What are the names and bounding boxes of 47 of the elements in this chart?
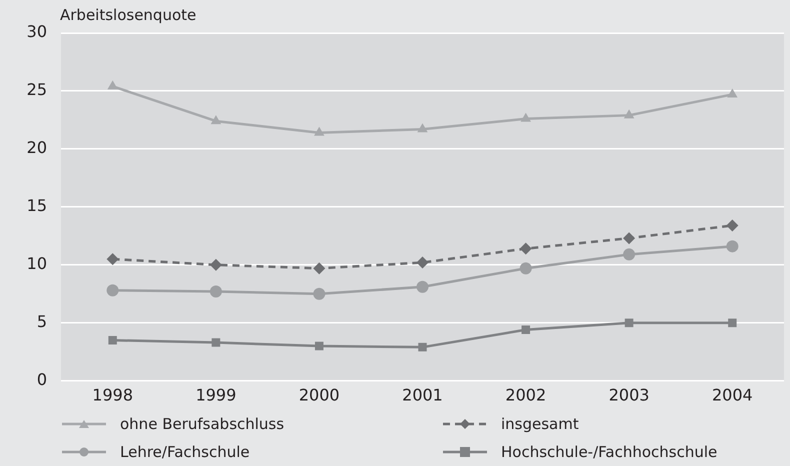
- x-tick-label: 2000: [298, 386, 340, 405]
- point: [416, 280, 428, 293]
- point: [210, 258, 222, 271]
- point: [106, 253, 119, 266]
- y-tick-label: 0: [36, 370, 47, 389]
- y-tick-label: 10: [26, 254, 47, 274]
- point: [726, 219, 738, 232]
- point: [416, 256, 428, 269]
- point: [623, 248, 636, 260]
- x-tick-label: 2004: [712, 386, 753, 405]
- point: [313, 288, 326, 300]
- legend-label: Hochschule-/Fachhochschule: [501, 443, 718, 461]
- point: [313, 262, 326, 274]
- point: [623, 232, 636, 244]
- point: [418, 342, 427, 352]
- point: [624, 318, 634, 328]
- point: [210, 115, 222, 124]
- point: [417, 123, 428, 132]
- point: [314, 126, 324, 136]
- y-tick-label: 25: [26, 80, 47, 100]
- y-tick-label: 30: [26, 22, 47, 42]
- point: [212, 338, 220, 347]
- x-tick-label: 2001: [402, 386, 443, 405]
- y-tick-label: 5: [36, 312, 47, 331]
- y-tick-label: 15: [26, 196, 47, 216]
- point: [624, 109, 634, 118]
- point: [522, 326, 530, 334]
- point: [520, 112, 531, 122]
- point: [314, 342, 324, 350]
- legend-label: Lehre/Fachschule: [120, 443, 250, 461]
- point: [108, 336, 117, 344]
- point: [210, 286, 222, 298]
- point: [107, 80, 118, 90]
- point: [727, 88, 738, 98]
- x-tick-label: 2003: [608, 386, 650, 405]
- y-axis-title: Arbeitslosenquote: [60, 6, 196, 24]
- x-tick-label: 1998: [92, 386, 133, 405]
- x-tick-label: 1999: [196, 386, 236, 405]
- point: [728, 318, 737, 328]
- point: [106, 284, 119, 296]
- x-tick-label: 2002: [505, 386, 546, 405]
- point: [726, 240, 738, 252]
- point: [520, 262, 532, 274]
- legend-label: ohne Berufsabschluss: [120, 415, 284, 433]
- point: [520, 242, 532, 255]
- y-tick-label: 20: [26, 138, 47, 158]
- legend-label: insgesamt: [501, 415, 579, 433]
